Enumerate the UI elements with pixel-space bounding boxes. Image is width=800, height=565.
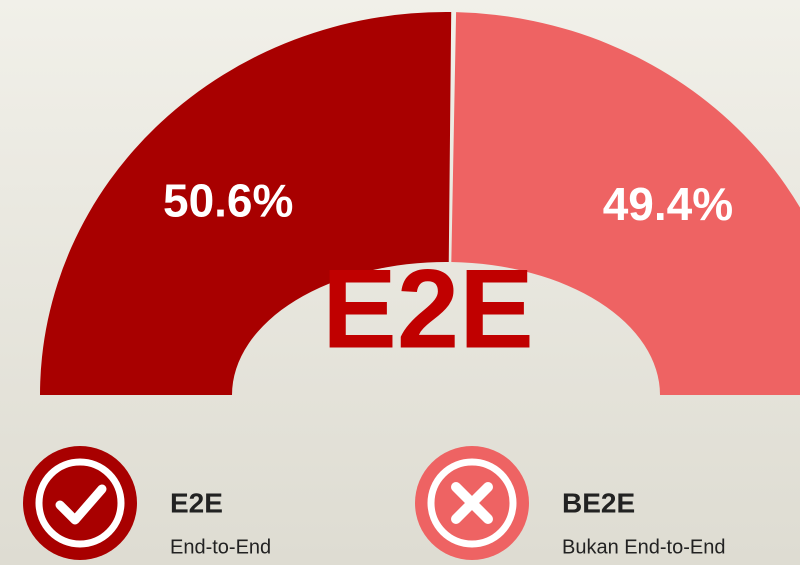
legend-name: E2E (170, 487, 223, 518)
value-label: 49.4% (603, 178, 733, 230)
legend-name: BE2E (562, 487, 635, 518)
legend-description: End-to-End (170, 536, 271, 558)
legend-description: Bukan End-to-End (562, 536, 725, 558)
center-label: E2E (322, 247, 534, 372)
chart: 50.6% 49.4% E2E E2E End-to-End BE2E Bukan En… (0, 0, 800, 565)
page: {"chart_data": {"type": "pie", "shape": … (0, 0, 800, 565)
value-label: 50.6% (163, 174, 293, 226)
